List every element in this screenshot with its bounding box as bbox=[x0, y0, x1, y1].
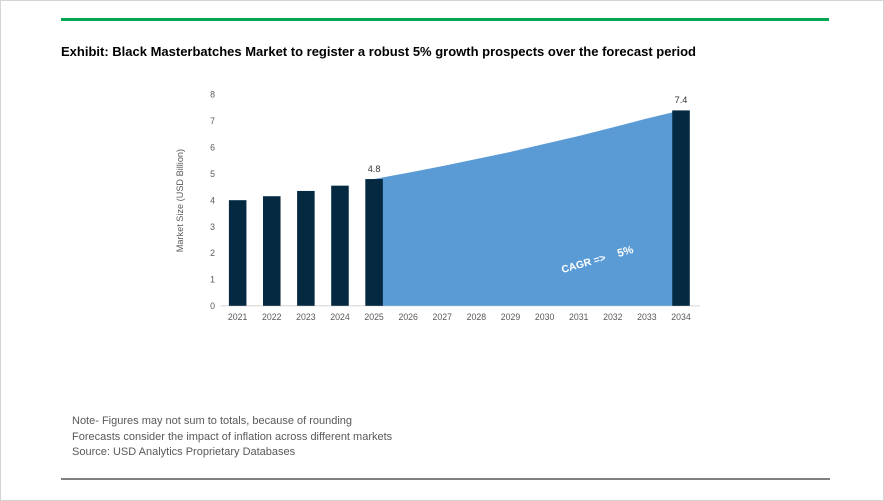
data-label-2034: 7.4 bbox=[675, 95, 688, 105]
chart-title: Exhibit: Black Masterbatches Market to r… bbox=[61, 44, 697, 59]
bar-2022 bbox=[262, 196, 281, 306]
x-tick-label-2034: 2034 bbox=[671, 312, 691, 322]
x-tick-label-2022: 2022 bbox=[262, 312, 282, 322]
x-tick-label-2033: 2033 bbox=[637, 312, 657, 322]
footnote-source: Source: USD Analytics Proprietary Databa… bbox=[72, 446, 296, 458]
data-label-2025: 4.8 bbox=[368, 164, 381, 174]
x-tick-label-2021: 2021 bbox=[228, 312, 248, 322]
top-accent-line bbox=[61, 18, 829, 21]
x-tick-label-2031: 2031 bbox=[569, 312, 589, 322]
y-tick-label-3: 3 bbox=[210, 222, 215, 232]
x-tick-label-2026: 2026 bbox=[398, 312, 418, 322]
y-axis-title: Market Size (USD Billion) bbox=[175, 149, 185, 252]
bar-2021 bbox=[228, 200, 247, 306]
y-tick-label-4: 4 bbox=[210, 195, 215, 205]
bar-2023 bbox=[297, 190, 315, 306]
market-size-chart: 0 1 2 3 4 5 6 7 8 Market Size (USD Billion) 2021 20… bbox=[175, 90, 700, 322]
bar-2025 bbox=[365, 179, 383, 306]
y-tick-label-6: 6 bbox=[210, 143, 215, 153]
footnote-rounding: Note- Figures may not sum to totals, bec… bbox=[72, 415, 353, 427]
bar-2024 bbox=[331, 185, 349, 306]
x-tick-label-2024: 2024 bbox=[330, 312, 350, 322]
x-tick-label-2023: 2023 bbox=[296, 312, 316, 322]
y-tick-label-5: 5 bbox=[210, 169, 215, 179]
y-tick-label-1: 1 bbox=[210, 275, 215, 285]
bar-2034 bbox=[672, 110, 690, 306]
y-tick-label-0: 0 bbox=[210, 301, 215, 311]
footnotes: Note- Figures may not sum to totals, bec… bbox=[72, 414, 392, 461]
footnote-inflation: Forecasts consider the impact of inflati… bbox=[72, 430, 393, 443]
x-tick-label-2028: 2028 bbox=[467, 312, 487, 322]
x-tick-label-2029: 2029 bbox=[501, 312, 521, 322]
bottom-divider-line bbox=[61, 478, 830, 480]
x-tick-label-2027: 2027 bbox=[433, 312, 453, 322]
x-tick-label-2025: 2025 bbox=[364, 312, 384, 322]
x-tick-label-2030: 2030 bbox=[535, 312, 555, 322]
forecast-area bbox=[374, 110, 682, 306]
y-tick-label-8: 8 bbox=[210, 90, 215, 100]
y-tick-label-7: 7 bbox=[210, 116, 215, 126]
y-tick-label-2: 2 bbox=[210, 248, 215, 258]
x-tick-label-2032: 2032 bbox=[603, 312, 623, 322]
